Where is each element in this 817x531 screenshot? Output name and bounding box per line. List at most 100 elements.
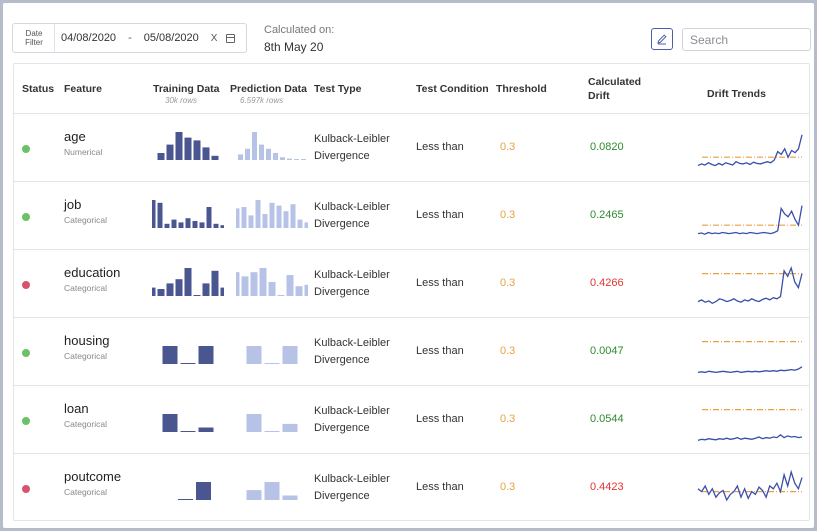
test-type-line1: Kulback-Leibler xyxy=(314,269,390,281)
training-bar xyxy=(206,207,212,228)
start-date[interactable]: 04/08/2020 xyxy=(61,32,117,44)
prediction-bar xyxy=(248,215,254,228)
date-separator: - xyxy=(128,32,132,44)
drift-trend-chart xyxy=(697,409,803,442)
test-type: Kulback-Leibler Divergence xyxy=(314,267,390,301)
training-bar xyxy=(157,289,165,296)
table-row[interactable]: loan Categorical Kulback-Leibler Divergence… xyxy=(14,385,809,453)
training-bar xyxy=(175,279,183,296)
training-bar xyxy=(178,222,184,228)
training-bar xyxy=(202,283,210,296)
training-bar xyxy=(152,287,156,296)
prediction-bar xyxy=(264,482,280,500)
edit-button[interactable] xyxy=(651,28,673,50)
prediction-bar xyxy=(259,144,264,160)
test-type-line1: Kulback-Leibler xyxy=(314,473,390,485)
threshold-value: 0.3 xyxy=(500,141,516,153)
col-test-condition[interactable]: Test Condition xyxy=(416,83,489,95)
feature-name[interactable]: education xyxy=(64,265,121,280)
training-bar xyxy=(162,346,178,364)
drift-trend-chart xyxy=(697,265,803,305)
col-training-data[interactable]: Training Data xyxy=(153,83,220,95)
training-bar xyxy=(193,295,201,296)
col-drift-trends[interactable]: Drift Trends xyxy=(707,88,766,100)
prediction-bar xyxy=(282,346,298,364)
prediction-bar xyxy=(282,495,298,500)
calculated-drift: 0.4423 xyxy=(590,481,624,493)
calculated-drift: 0.2465 xyxy=(590,209,624,221)
table-row[interactable]: job Categorical Kulback-Leibler Divergence L… xyxy=(14,181,809,249)
training-bar xyxy=(171,219,177,228)
search-input[interactable] xyxy=(682,28,811,51)
col-status[interactable]: Status xyxy=(22,83,55,95)
col-prediction-data[interactable]: Prediction Data xyxy=(230,83,308,95)
training-bar xyxy=(199,222,205,228)
prediction-row-count: 6.597k rows xyxy=(240,96,284,105)
training-histogram xyxy=(162,346,214,364)
training-bar xyxy=(213,223,219,228)
col-threshold[interactable]: Threshold xyxy=(496,83,547,95)
drift-trend-line xyxy=(697,366,803,374)
test-condition: Less than xyxy=(416,277,464,289)
status-dot xyxy=(22,213,30,221)
status-dot xyxy=(22,417,30,425)
prediction-bar xyxy=(241,276,249,296)
prediction-histogram xyxy=(238,132,306,160)
status-dot xyxy=(22,349,30,357)
feature-name[interactable]: job xyxy=(64,197,82,212)
prediction-bar xyxy=(269,202,275,228)
test-condition: Less than xyxy=(416,413,464,425)
training-bar xyxy=(178,499,193,500)
table-row[interactable]: age Numerical Kulback-Leibler Divergence Les… xyxy=(14,113,809,181)
test-type: Kulback-Leibler Divergence xyxy=(314,335,390,369)
date-range-field[interactable]: 04/08/2020 - 05/08/2020 X xyxy=(54,24,246,52)
prediction-bar xyxy=(266,148,271,160)
col-test-type[interactable]: Test Type xyxy=(314,83,362,95)
drift-trend-line xyxy=(697,265,803,305)
prediction-bar xyxy=(287,158,292,160)
training-bar xyxy=(164,223,170,228)
training-histogram xyxy=(152,200,224,228)
calculated-drift: 0.0544 xyxy=(590,413,624,425)
date-filter[interactable]: Date Filter 04/08/2020 - 05/08/2020 X xyxy=(12,23,247,53)
test-type-line2: Divergence xyxy=(314,490,370,502)
calendar-icon[interactable] xyxy=(226,33,236,43)
drift-trend-chart xyxy=(697,205,803,235)
training-bar xyxy=(180,431,196,432)
feature-type: Categorical xyxy=(64,283,107,293)
date-filter-label: Date Filter xyxy=(25,29,43,47)
training-bar xyxy=(157,153,165,160)
col-calculated-drift-line2[interactable]: Drift xyxy=(588,90,610,102)
drift-trend-line xyxy=(697,433,803,442)
drift-trend-chart xyxy=(697,134,803,167)
pencil-icon xyxy=(657,34,667,45)
table-row[interactable]: education Categorical Kulback-Leibler Diver… xyxy=(14,249,809,317)
drift-trend-line xyxy=(697,469,803,502)
prediction-histogram xyxy=(246,414,298,432)
feature-name[interactable]: age xyxy=(64,129,86,144)
prediction-bar xyxy=(259,268,267,296)
table-row[interactable]: poutcome Categorical Kulback-Leibler Diverg… xyxy=(14,453,809,521)
calculated-drift: 0.0820 xyxy=(590,141,624,153)
end-date[interactable]: 05/08/2020 xyxy=(143,32,199,44)
col-feature[interactable]: Feature xyxy=(64,83,102,95)
table-row[interactable]: housing Categorical Kulback-Leibler Diverge… xyxy=(14,317,809,385)
clear-date-button[interactable]: X xyxy=(210,32,218,44)
status-dot xyxy=(22,485,30,493)
feature-type: Categorical xyxy=(64,419,107,429)
training-bar xyxy=(184,268,192,296)
feature-name[interactable]: poutcome xyxy=(64,469,122,484)
feature-name[interactable]: housing xyxy=(64,333,110,348)
prediction-histogram xyxy=(246,346,298,364)
test-type-line1: Kulback-Leibler xyxy=(314,405,390,417)
test-type-line2: Divergence xyxy=(314,354,370,366)
feature-type: Categorical xyxy=(64,351,107,361)
feature-name[interactable]: loan xyxy=(64,401,89,416)
feature-type: Categorical xyxy=(64,487,107,497)
training-bar xyxy=(157,202,163,228)
feature-type: Numerical xyxy=(64,147,103,157)
prediction-bar xyxy=(304,284,308,296)
prediction-bar xyxy=(246,414,262,432)
prediction-bar xyxy=(295,286,303,296)
col-calculated-drift-line1[interactable]: Calculated xyxy=(588,76,642,88)
